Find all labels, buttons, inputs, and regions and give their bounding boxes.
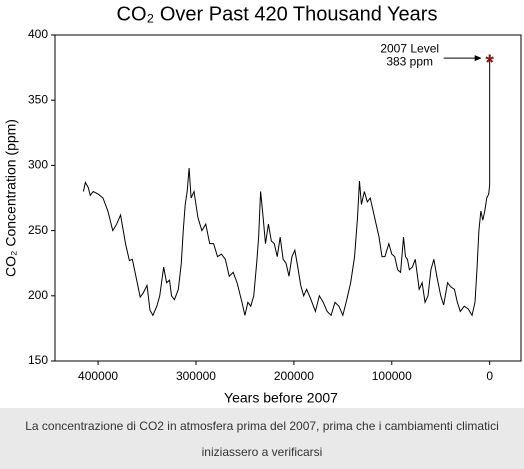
x-axis-label: Years before 2007 [224,390,338,406]
caption-box: La concentrazione di CO2 in atmosfera pr… [0,408,524,469]
x-tick-label: 0 [486,369,493,383]
x-tick-label: 300000 [176,369,216,383]
x-tick-label: 200000 [274,369,314,383]
x-tick-label: 100000 [372,369,412,383]
chart-title: CO₂ Over Past 420 Thousand Years [117,3,438,25]
data-line [82,57,491,317]
y-axis-label: CO₂ Concentration (ppm) [3,119,19,277]
annotation: 2007 Level [380,41,439,55]
y-tick-label: 400 [28,27,48,41]
y-tick-label: 300 [28,158,48,172]
y-tick-label: 150 [28,353,48,367]
annotation-arrowhead [474,55,482,62]
caption: La concentrazione di CO2 in atmosfera pr… [25,418,499,459]
chart: CO₂ Over Past 420 Thousand Years Years b… [3,3,522,406]
x-tick-label: 400000 [78,369,118,383]
y-tick-label: 250 [28,223,48,237]
annotation: 383 ppm [386,54,433,68]
y-tick-label: 350 [28,92,48,106]
latest-marker: * [485,50,494,75]
plot-frame [54,34,522,362]
y-tick-label: 200 [28,288,48,302]
